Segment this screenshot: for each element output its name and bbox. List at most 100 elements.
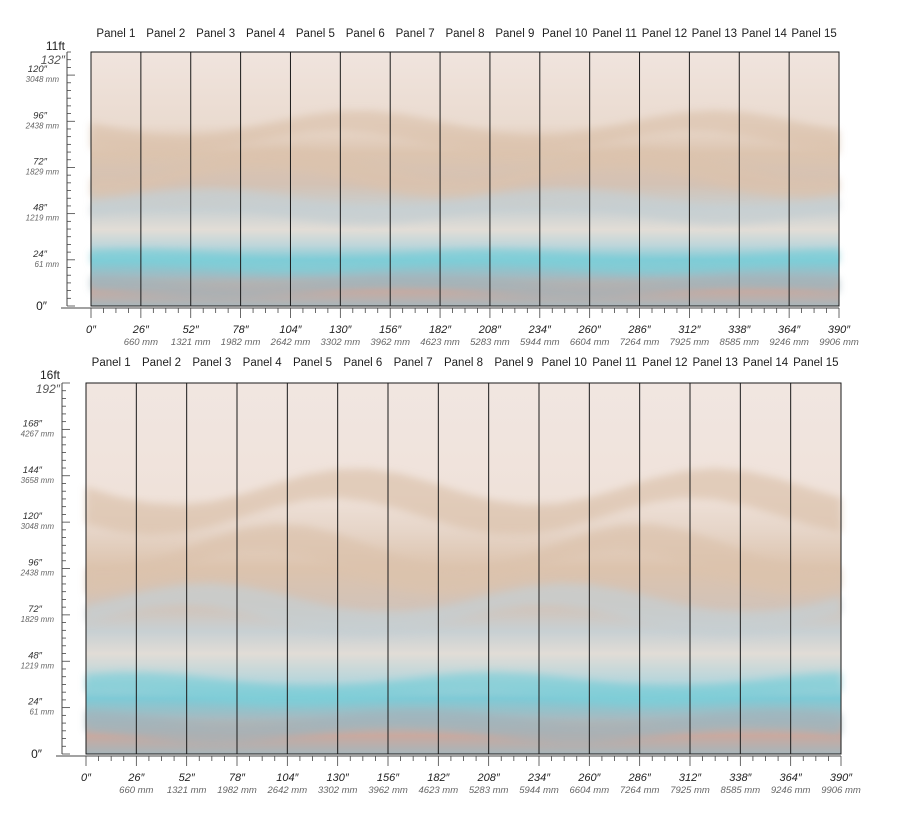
panel-label: Panel 5 [296, 28, 335, 40]
x-tick-mm-label: 8585 mm [719, 337, 759, 348]
x-tick-label: 182″ [429, 324, 452, 336]
x-tick-mm-label: 7264 mm [620, 785, 660, 796]
x-tick-mm-label: 3302 mm [318, 785, 358, 796]
x-tick-label: 104″ [279, 324, 302, 336]
y-tick-mm-label: 3048 mm [26, 75, 60, 84]
panel-label: Panel 4 [246, 28, 286, 40]
y-tick-label: 120″ [23, 511, 43, 522]
x-tick-label: 286″ [627, 324, 651, 336]
mural-height-feet: 11ft [46, 39, 66, 53]
x-tick-mm-label: 6604 mm [570, 785, 610, 796]
mural-height-inches: 132″ [41, 53, 66, 67]
y-tick-mm-label: 2438 mm [25, 121, 60, 130]
x-tick-label: 156″ [379, 324, 402, 336]
x-tick-label: 26″ [132, 324, 150, 336]
mural-diagram-1: Panel 1 Panel 2 Panel 3 Panel 4 Panel 5 Panel… [25, 28, 859, 348]
panel-label: Panel 9 [494, 357, 533, 369]
panel-label: Panel 7 [396, 28, 435, 40]
x-tick-mm-label: 8585 mm [721, 785, 761, 796]
x-tick-label: 0″ [86, 324, 97, 336]
y-tick-mm-label: 1219 mm [21, 661, 55, 670]
x-tick-mm-label: 1982 mm [217, 785, 257, 796]
x-tick-mm-label: 5944 mm [520, 337, 560, 348]
x-tick-mm-label: 7925 mm [670, 337, 710, 348]
y-tick-label: 0″ [31, 747, 43, 761]
y-tick-mm-label: 61 mm [35, 260, 60, 269]
x-tick-label: 312″ [678, 324, 701, 336]
x-tick-label: 156″ [377, 772, 400, 784]
panel-label: Panel 15 [791, 28, 836, 40]
panel-label: Panel 2 [142, 357, 181, 369]
panel-label: Panel 3 [192, 357, 231, 369]
x-tick-label: 104″ [276, 772, 299, 784]
panel-label: Panel 6 [343, 357, 382, 369]
y-tick-label: 0″ [36, 299, 48, 313]
x-tick-label: 338″ [728, 324, 751, 336]
watercolor-streak [91, 250, 839, 273]
x-tick-mm-label: 1321 mm [171, 337, 211, 348]
watercolor-streak [86, 468, 841, 536]
x-tick-label: 78″ [233, 324, 250, 336]
x-tick-mm-label: 2642 mm [270, 337, 311, 348]
x-tick-mm-label: 7264 mm [620, 337, 660, 348]
x-tick-label: 78″ [229, 772, 246, 784]
x-tick-label: 390″ [830, 772, 853, 784]
x-tick-label: 52″ [179, 772, 196, 784]
x-tick-mm-label: 9906 mm [819, 337, 859, 348]
y-tick-mm-label: 4267 mm [21, 429, 55, 438]
x-tick-label: 338″ [729, 772, 752, 784]
x-tick-mm-label: 6604 mm [570, 337, 610, 348]
x-tick-mm-label: 9246 mm [769, 337, 809, 348]
y-tick-mm-label: 1219 mm [26, 214, 60, 223]
mural-watercolor-streaks [91, 110, 839, 299]
x-tick-mm-label: 2642 mm [267, 785, 308, 796]
mural-diagram-2: Panel 1 Panel 2 Panel 3 Panel 4 Panel 5 Panel… [20, 357, 861, 796]
x-tick-mm-label: 4623 mm [419, 785, 459, 796]
panel-label: Panel 2 [146, 28, 185, 40]
panel-label: Panel 1 [92, 357, 131, 369]
watercolor-streak [91, 275, 839, 299]
watercolor-streak [91, 110, 839, 157]
x-tick-mm-label: 5283 mm [469, 785, 509, 796]
mural-height-inches: 192″ [36, 382, 61, 396]
x-tick-label: 364″ [780, 772, 803, 784]
y-tick-mm-label: 1829 mm [26, 167, 60, 176]
y-tick-mm-label: 1829 mm [21, 615, 55, 624]
y-tick-label: 144″ [23, 465, 43, 476]
y-tick-label: 72″ [33, 156, 48, 167]
x-tick-mm-label: 9906 mm [821, 785, 861, 796]
y-tick-mm-label: 3658 mm [21, 476, 55, 485]
x-tick-label: 26″ [127, 772, 145, 784]
panel-label: Panel 11 [592, 28, 637, 40]
x-tick-label: 312″ [679, 772, 702, 784]
watercolor-streak [86, 709, 841, 743]
mural-outline [90, 51, 840, 307]
x-tick-label: 130″ [329, 324, 352, 336]
x-tick-label: 130″ [327, 772, 350, 784]
x-tick-label: 208″ [478, 324, 502, 336]
panel-label: Panel 14 [741, 28, 787, 40]
x-tick-mm-label: 660 mm [124, 337, 158, 348]
watercolor-streak [91, 148, 839, 197]
y-tick-label: 48″ [28, 650, 43, 661]
y-tick-mm-label: 2438 mm [20, 569, 55, 578]
x-tick-mm-label: 1321 mm [167, 785, 207, 796]
x-tick-label: 364″ [778, 324, 801, 336]
panel-label: Panel 4 [243, 357, 283, 369]
watercolor-streak [86, 672, 841, 706]
y-tick-label: 48″ [33, 203, 48, 214]
height-ruler: 168″4267 mm 144″3658 mm 120″3048 mm 96″2438… [20, 382, 70, 761]
x-tick-label: 182″ [427, 772, 450, 784]
panel-label: Panel 12 [642, 357, 687, 369]
panel-label: Panel 13 [692, 28, 737, 40]
x-tick-mm-label: 5944 mm [519, 785, 559, 796]
mural-height-feet: 16ft [40, 368, 61, 382]
panel-label: Panel 10 [541, 357, 586, 369]
panel-label: Panel 13 [692, 357, 737, 369]
width-ruler: 0″ 26″660 mm 52″1321 mm 78″1982 mm 104″2642 … [56, 755, 861, 796]
x-tick-mm-label: 660 mm [119, 785, 153, 796]
panel-label: Panel 8 [445, 28, 484, 40]
y-tick-label: 120″ [28, 64, 48, 75]
x-tick-mm-label: 3302 mm [321, 337, 361, 348]
